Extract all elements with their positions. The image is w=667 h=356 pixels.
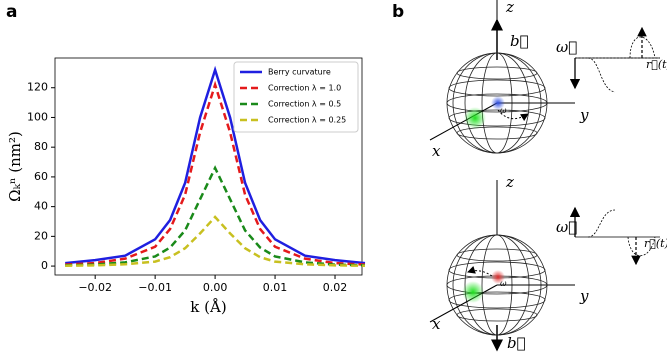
label-r: r⃗(t) — [646, 58, 667, 71]
x-tick-label: 0.01 — [263, 281, 288, 294]
label-omega-small: ω — [500, 279, 507, 288]
series-line — [65, 65, 366, 265]
label-omega: ω⃗ — [556, 38, 577, 56]
panel-label: b — [392, 2, 404, 22]
legend-label: Correction λ = 1.0 — [268, 84, 341, 93]
x-axis-label: k (Å) — [190, 298, 226, 316]
label-z: z — [505, 173, 514, 191]
label-x: x — [432, 142, 441, 160]
y-tick-label: 60 — [34, 170, 48, 183]
sphere-bottom: z b⃗ y x ω ω⃗ r⃗(t) — [429, 173, 667, 352]
legend-label: Berry curvature — [268, 68, 331, 77]
legend-label: Correction λ = 0.5 — [268, 100, 341, 109]
y-tick-label: 100 — [27, 110, 48, 123]
y-axis-label: Ωₖⁿ (nm²) — [6, 131, 24, 202]
y-tick-label: 80 — [34, 140, 48, 153]
legend-box — [233, 61, 359, 133]
label-b: b⃗ — [507, 334, 526, 352]
label-x: x — [432, 315, 441, 333]
legend-label: Correction λ = 0.25 — [268, 116, 346, 125]
y-tick-label: 20 — [34, 229, 48, 242]
label-y: y — [579, 106, 589, 124]
y-tick-label: 120 — [27, 81, 48, 94]
label-y: y — [579, 287, 589, 305]
series-line — [65, 165, 366, 267]
label-b: b⃗ — [510, 32, 529, 50]
y-tick-label: 40 — [34, 200, 48, 213]
panel-label: a — [6, 2, 17, 22]
plot-frame — [54, 57, 363, 276]
label-z: z — [505, 0, 514, 16]
chart-a: −0.02 −0.01 0.00 0.01 0.02 0 20 40 60 80 100 120 k (… — [6, 57, 366, 316]
label-r: r⃗(t) — [644, 237, 667, 250]
series-line — [65, 80, 366, 266]
label-omega: ω⃗ — [556, 218, 577, 236]
series-line — [65, 215, 366, 268]
x-tick-label: 0.02 — [323, 281, 348, 294]
x-tick-label: −0.01 — [138, 281, 172, 294]
label-omega-small: ω — [500, 106, 507, 115]
y-tick-label: 0 — [41, 259, 48, 272]
sphere-top: b⃗ z y x ω ω⃗ r⃗(t) — [429, 0, 667, 160]
x-tick-label: 0.00 — [203, 281, 228, 294]
x-tick-label: −0.02 — [78, 281, 112, 294]
